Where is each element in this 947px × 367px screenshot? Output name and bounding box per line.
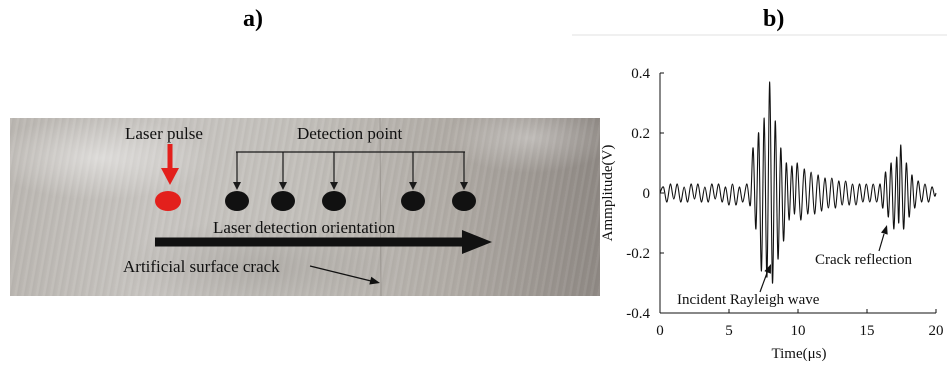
x-axis-label: Time(μs): [772, 346, 827, 362]
detection-arrowheads: [233, 182, 468, 190]
detection-points: [225, 191, 476, 211]
orientation-arrowhead: [462, 230, 492, 254]
detection-point-label: Detection point: [297, 124, 403, 143]
y-axis-label: Ammplitude(V): [600, 145, 616, 242]
x-tick-label: 5: [725, 323, 733, 339]
axis-ticks: 0 5 10 15 20 0.4 0.2 0 -0.2 -0.4: [626, 66, 943, 339]
incident-wave-arrow: [759, 272, 768, 293]
crack-reflection-annotation: Crack reflection: [815, 252, 913, 268]
panel-b-label: b): [763, 6, 785, 32]
panel-a-label: a): [243, 6, 263, 32]
incident-wave-annotation: Incident Rayleigh wave: [677, 292, 820, 308]
y-tick-label: 0: [643, 186, 651, 202]
incident-wave-arrowhead: [764, 264, 771, 274]
detection-point: [225, 191, 249, 211]
y-tick-label: 0.4: [631, 66, 650, 82]
x-tick-label: 10: [791, 323, 806, 339]
bracket-arrowhead: [460, 182, 468, 190]
photo-crack-line: [379, 117, 382, 297]
crack-arrow: [309, 265, 372, 282]
detection-point: [452, 191, 476, 211]
x-tick-label: 0: [656, 323, 664, 339]
laser-pulse-arrowhead: [161, 168, 179, 185]
bracket-arrowhead: [279, 182, 287, 190]
series-line: [659, 81, 937, 284]
specimen-photo: [10, 118, 600, 296]
laser-spot: [155, 191, 181, 211]
waveform-chart: 0 5 10 15 20 0.4 0.2 0 -0.2 -0.4 Time(μs) Ammplit…: [600, 66, 944, 362]
detection-point: [271, 191, 295, 211]
laser-pulse-label: Laser pulse: [125, 124, 203, 143]
orientation-label: Laser detection orientation: [213, 218, 396, 237]
y-tick-label: -0.4: [626, 306, 650, 322]
crack-reflection-arrow: [878, 233, 885, 252]
detection-bracket: [236, 151, 465, 184]
y-tick-label: 0.2: [631, 126, 650, 142]
detection-point: [322, 191, 346, 211]
bracket-arrowhead: [233, 182, 241, 190]
x-tick-label: 15: [860, 323, 875, 339]
crack-reflection-arrowhead: [881, 225, 888, 235]
y-tick-label: -0.2: [626, 246, 650, 262]
x-tick-label: 20: [929, 323, 944, 339]
crack-arrowhead: [369, 276, 380, 285]
detection-point: [401, 191, 425, 211]
bracket-arrowhead: [330, 182, 338, 190]
bracket-arrowhead: [409, 182, 417, 190]
crack-label: Artificial surface crack: [123, 257, 280, 276]
panel-a-annotations: Laser pulse Detection point: [123, 117, 492, 297]
